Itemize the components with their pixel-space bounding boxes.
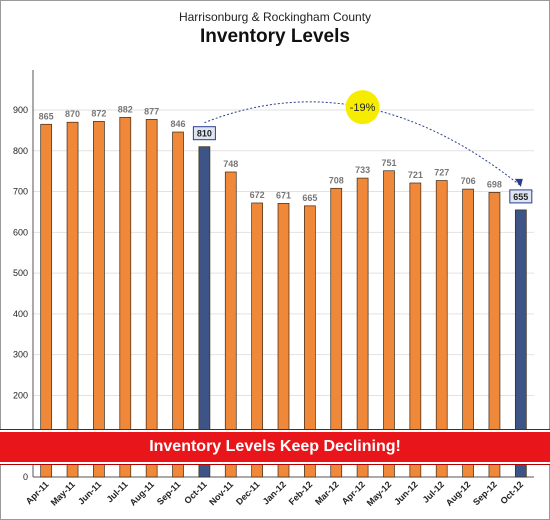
y-tick-label: 900 [13, 105, 28, 115]
x-tick-label: Apr-12 [340, 479, 367, 506]
y-tick-label: 0 [23, 472, 28, 482]
annotation-circle [345, 90, 380, 125]
x-tick-label: Jun-11 [76, 479, 103, 506]
bar-apr-12 [356, 177, 369, 478]
chart-title: Harrisonburg & Rockingham County [178, 10, 372, 24]
bars [40, 116, 527, 478]
data-label: 698 [487, 179, 502, 189]
x-tick-label: Aug-12 [444, 479, 473, 508]
x-tick-label: Sep-11 [155, 479, 183, 507]
data-label: 870 [65, 109, 80, 119]
x-tick-label: May-11 [49, 479, 77, 507]
bar-mar-12 [330, 187, 343, 478]
x-tick-label: Mar-12 [313, 479, 341, 507]
y-tick-label: 500 [13, 268, 28, 278]
annotation-arrowhead [514, 178, 523, 187]
x-tick-label: Jun-12 [392, 479, 420, 507]
data-label: 727 [434, 168, 449, 178]
bar-sep-12 [488, 192, 501, 478]
bar-jul-11 [119, 116, 132, 478]
data-labels: 865 870 872 882 877 846 810 748 672 671 665 708 733 7… [39, 104, 533, 204]
data-label: 872 [91, 108, 106, 118]
data-label: 721 [408, 170, 423, 180]
x-tick-label: Apr-11 [24, 479, 51, 506]
percent-change-annotation: -19% [204, 90, 523, 187]
data-label: 733 [355, 165, 370, 175]
data-label: 708 [329, 175, 344, 185]
x-tick-label: Oct-11 [182, 479, 209, 506]
data-label: 882 [118, 104, 133, 114]
data-label: 665 [302, 193, 317, 203]
bar-may-11 [66, 121, 79, 478]
y-tick-label: 200 [13, 390, 28, 400]
data-label: 655 [513, 192, 528, 202]
annotation-text: -19% [350, 102, 376, 114]
bar-may-12 [383, 170, 395, 478]
x-tick-label: Feb-12 [287, 479, 315, 507]
headline-banner: Inventory Levels Keep Declining! [0, 430, 550, 464]
data-label: 865 [39, 111, 54, 121]
bar-aug-11 [145, 119, 158, 478]
bar-jun-11 [93, 121, 105, 478]
bar-oct-12 [514, 209, 527, 478]
data-label-box [192, 126, 216, 141]
bar-jul-12 [435, 180, 448, 478]
data-label: 748 [223, 159, 238, 169]
data-label: 671 [276, 190, 291, 200]
bar-feb-12 [304, 205, 316, 478]
bar-apr-11 [40, 123, 53, 478]
bar-nov-11 [224, 171, 237, 478]
data-label: 877 [144, 106, 159, 116]
y-tick-label: 400 [13, 309, 28, 319]
data-label: 810 [197, 129, 212, 139]
data-label: 706 [461, 176, 476, 186]
y-tick-label: 300 [13, 350, 28, 360]
x-tick-label: Jul-11 [105, 479, 130, 504]
bar-dec-11 [251, 202, 263, 478]
y-tick-label: 800 [13, 146, 28, 156]
bar-jun-12 [409, 182, 422, 478]
bar-oct-11 [198, 146, 211, 478]
x-tick-label: Nov-11 [207, 479, 235, 507]
x-tick-label: May-12 [365, 479, 394, 508]
y-tick-label: 700 [13, 187, 28, 197]
bar-aug-12 [462, 188, 474, 478]
data-label: 672 [250, 190, 265, 200]
chart-subtitle: Inventory Levels [200, 26, 350, 47]
y-tick-label: 600 [13, 227, 28, 237]
x-tick-label: Oct-12 [498, 479, 525, 506]
data-label-box [509, 189, 533, 204]
bar-jan-12 [277, 203, 290, 478]
x-tick-label: Aug-11 [128, 479, 156, 507]
bar-sep-11 [172, 131, 184, 478]
data-label: 846 [171, 119, 186, 129]
x-tick-label: Jul-12 [421, 479, 446, 504]
x-tick-label: Sep-12 [471, 479, 499, 507]
x-tick-label: Dec-11 [234, 479, 262, 507]
axes: 0100200300400500600700800900 [13, 70, 534, 482]
headline-banner-text: Inventory Levels Keep Declining! [149, 438, 401, 455]
x-tick-label: Jan-12 [261, 479, 288, 506]
data-label: 751 [381, 158, 396, 168]
